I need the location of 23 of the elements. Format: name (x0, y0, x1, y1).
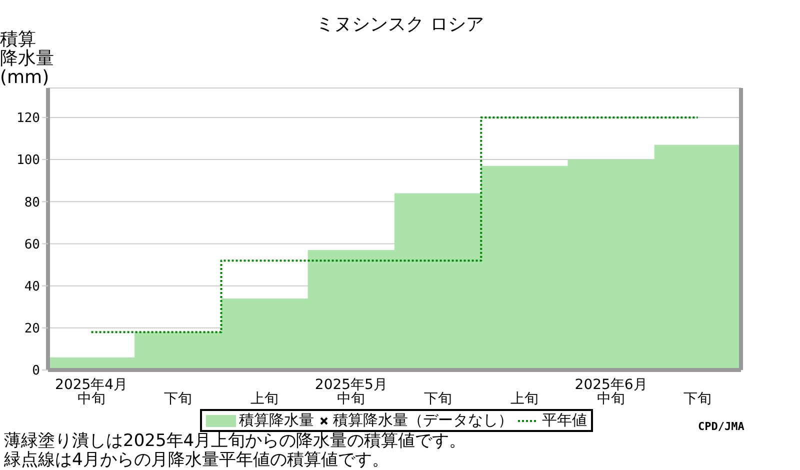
x-tick-label: 2025年5月中旬 (314, 377, 388, 407)
x-tick-label: 下旬 (424, 391, 452, 407)
y-tick-label: 20 (24, 322, 40, 337)
x-tick-label: 上旬 (250, 391, 279, 407)
y-axis-title: 積算降水量(mm) (0, 29, 54, 88)
legend-label: 積算降水量（データなし） (333, 411, 513, 430)
x-tick-label: 2025年6月中旬 (574, 377, 648, 407)
x-tick-label: 上旬 (510, 391, 538, 407)
legend-label: 積算降水量 (239, 411, 314, 430)
x-tick-label: 下旬 (684, 391, 712, 407)
chart-title: ミヌシンスク ロシア (316, 14, 484, 35)
x-tick-label: 下旬 (164, 391, 192, 407)
y-tick-label: 60 (24, 237, 40, 252)
y-tick-label: 40 (24, 279, 40, 294)
legend-label: 平年値 (542, 411, 587, 430)
text: 薄緑塗り潰しは2025年4月上旬からの降水量の積算値です。 (4, 431, 466, 451)
y-tick-label: 120 (16, 111, 40, 126)
x-tick-label: 2025年4月中旬 (55, 377, 128, 407)
y-tick-label: 100 (16, 153, 40, 168)
y-tick-label: 0 (32, 364, 40, 379)
y-tick-label: 80 (24, 195, 40, 210)
text: CPD/JMA (698, 420, 744, 433)
text: 緑点線は4月からの月降水量平年値の積算値です。 (4, 450, 390, 470)
